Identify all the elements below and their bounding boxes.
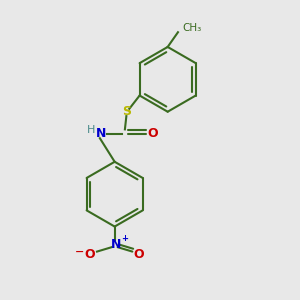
Text: O: O [133,248,143,261]
Text: O: O [148,127,158,140]
Text: S: S [122,105,131,118]
Text: O: O [84,248,95,261]
Text: −: − [75,247,84,256]
Text: +: + [122,234,128,243]
Text: N: N [111,238,121,251]
Text: N: N [96,127,106,140]
Text: H: H [87,125,95,135]
Text: CH₃: CH₃ [182,23,202,33]
